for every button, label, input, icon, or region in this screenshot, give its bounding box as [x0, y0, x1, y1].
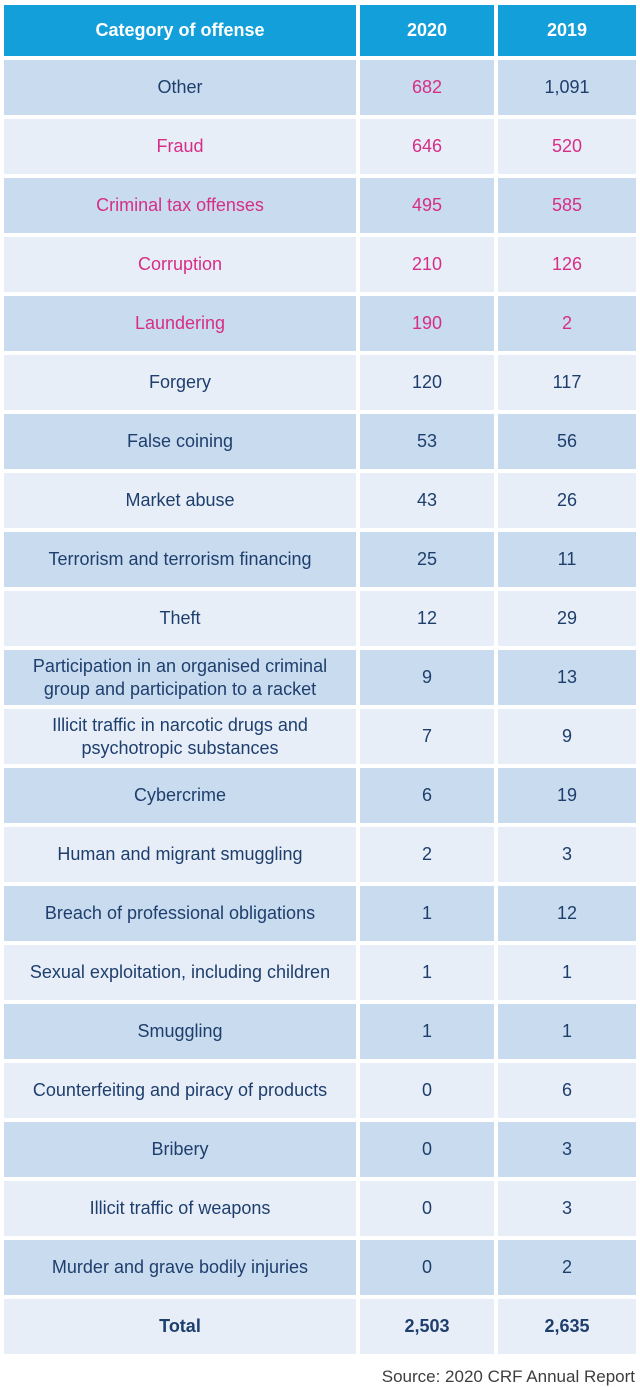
value-2019: 2	[498, 1240, 636, 1295]
table-row: Illicit traffic in narcotic drugs and ps…	[4, 709, 636, 764]
total-row-label: Total	[4, 1299, 356, 1354]
value-2020: 1	[360, 886, 494, 941]
value-2019: 56	[498, 414, 636, 469]
value-2019: 12	[498, 886, 636, 941]
table-row: Theft 12 29	[4, 591, 636, 646]
table-row: Smuggling 1 1	[4, 1004, 636, 1059]
table-row: Sexual exploitation, including children 1…	[4, 945, 636, 1000]
value-2020: 12	[360, 591, 494, 646]
value-2019: 1,091	[498, 60, 636, 115]
value-2020: 1	[360, 1004, 494, 1059]
row-label: False coining	[4, 414, 356, 469]
value-2020: 0	[360, 1122, 494, 1177]
value-2020: 1	[360, 945, 494, 1000]
table-row: Bribery 0 3	[4, 1122, 636, 1177]
table-row: Terrorism and terrorism financing 25 11	[4, 532, 636, 587]
value-2019: 29	[498, 591, 636, 646]
row-label: Smuggling	[4, 1004, 356, 1059]
value-2020: 0	[360, 1181, 494, 1236]
table-row: Breach of professional obligations 1 12	[4, 886, 636, 941]
row-label: Criminal tax offenses	[4, 178, 356, 233]
value-2020: 190	[360, 296, 494, 351]
table-row: Forgery 120 117	[4, 355, 636, 410]
row-label: Illicit traffic of weapons	[4, 1181, 356, 1236]
row-label: Participation in an organised criminal g…	[4, 650, 356, 705]
source-note: Source: 2020 CRF Annual Report	[381, 1367, 635, 1386]
table-row: Human and migrant smuggling 2 3	[4, 827, 636, 882]
table-row: Other 682 1,091	[4, 60, 636, 115]
header-row: Category of offense 2020 2019	[4, 5, 636, 56]
row-label: Fraud	[4, 119, 356, 174]
table-row: False coining 53 56	[4, 414, 636, 469]
value-2019: 117	[498, 355, 636, 410]
value-2019: 3	[498, 1122, 636, 1177]
row-label: Other	[4, 60, 356, 115]
value-2019: 520	[498, 119, 636, 174]
row-label: Counterfeiting and piracy of products	[4, 1063, 356, 1118]
value-2020: 53	[360, 414, 494, 469]
value-2019: 13	[498, 650, 636, 705]
table-row: Counterfeiting and piracy of products 0 6	[4, 1063, 636, 1118]
table-row: Fraud 646 520	[4, 119, 636, 174]
value-2019: 1	[498, 945, 636, 1000]
header-2019: 2019	[498, 5, 636, 56]
value-2020: 682	[360, 60, 494, 115]
value-2019: 9	[498, 709, 636, 764]
row-label: Corruption	[4, 237, 356, 292]
table-row: Market abuse 43 26	[4, 473, 636, 528]
table-row: Illicit traffic of weapons 0 3	[4, 1181, 636, 1236]
page: Category of offense 2020 2019 Other 682 1,…	[4, 5, 636, 1386]
header-2020: 2020	[360, 5, 494, 56]
row-label: Bribery	[4, 1122, 356, 1177]
value-2019: 2	[498, 296, 636, 351]
table-row: Laundering 190 2	[4, 296, 636, 351]
row-label: Market abuse	[4, 473, 356, 528]
value-2020: 7	[360, 709, 494, 764]
value-2020: 210	[360, 237, 494, 292]
value-2019: 11	[498, 532, 636, 587]
value-2019: 26	[498, 473, 636, 528]
value-2019: 585	[498, 178, 636, 233]
value-2019: 126	[498, 237, 636, 292]
table-row: Cybercrime 6 19	[4, 768, 636, 823]
value-2020: 0	[360, 1063, 494, 1118]
value-2020: 120	[360, 355, 494, 410]
row-label: Sexual exploitation, including children	[4, 945, 356, 1000]
row-label: Illicit traffic in narcotic drugs and ps…	[4, 709, 356, 764]
value-2020: 43	[360, 473, 494, 528]
total-value-2020: 2,503	[360, 1299, 494, 1354]
value-2020: 646	[360, 119, 494, 174]
table-body: Other 682 1,091 Fraud 646 520 Criminal tax off…	[4, 60, 636, 1354]
row-label: Human and migrant smuggling	[4, 827, 356, 882]
value-2020: 495	[360, 178, 494, 233]
value-2019: 6	[498, 1063, 636, 1118]
row-label: Theft	[4, 591, 356, 646]
value-2020: 25	[360, 532, 494, 587]
table-row: Murder and grave bodily injuries 0 2	[4, 1240, 636, 1295]
value-2019: 3	[498, 827, 636, 882]
value-2020: 6	[360, 768, 494, 823]
table-row: Corruption 210 126	[4, 237, 636, 292]
value-2019: 19	[498, 768, 636, 823]
row-label: Forgery	[4, 355, 356, 410]
row-label: Breach of professional obligations	[4, 886, 356, 941]
value-2020: 2	[360, 827, 494, 882]
table-row: Participation in an organised criminal g…	[4, 650, 636, 705]
value-2019: 1	[498, 1004, 636, 1059]
row-label: Laundering	[4, 296, 356, 351]
value-2019: 3	[498, 1181, 636, 1236]
header-category: Category of offense	[4, 5, 356, 56]
total-value-2019: 2,635	[498, 1299, 636, 1354]
total-row: Total 2,503 2,635	[4, 1299, 636, 1354]
row-label: Murder and grave bodily injuries	[4, 1240, 356, 1295]
row-label: Terrorism and terrorism financing	[4, 532, 356, 587]
table-row: Criminal tax offenses 495 585	[4, 178, 636, 233]
value-2020: 0	[360, 1240, 494, 1295]
value-2020: 9	[360, 650, 494, 705]
row-label: Cybercrime	[4, 768, 356, 823]
offense-table: Category of offense 2020 2019 Other 682 1,…	[0, 1, 640, 1358]
